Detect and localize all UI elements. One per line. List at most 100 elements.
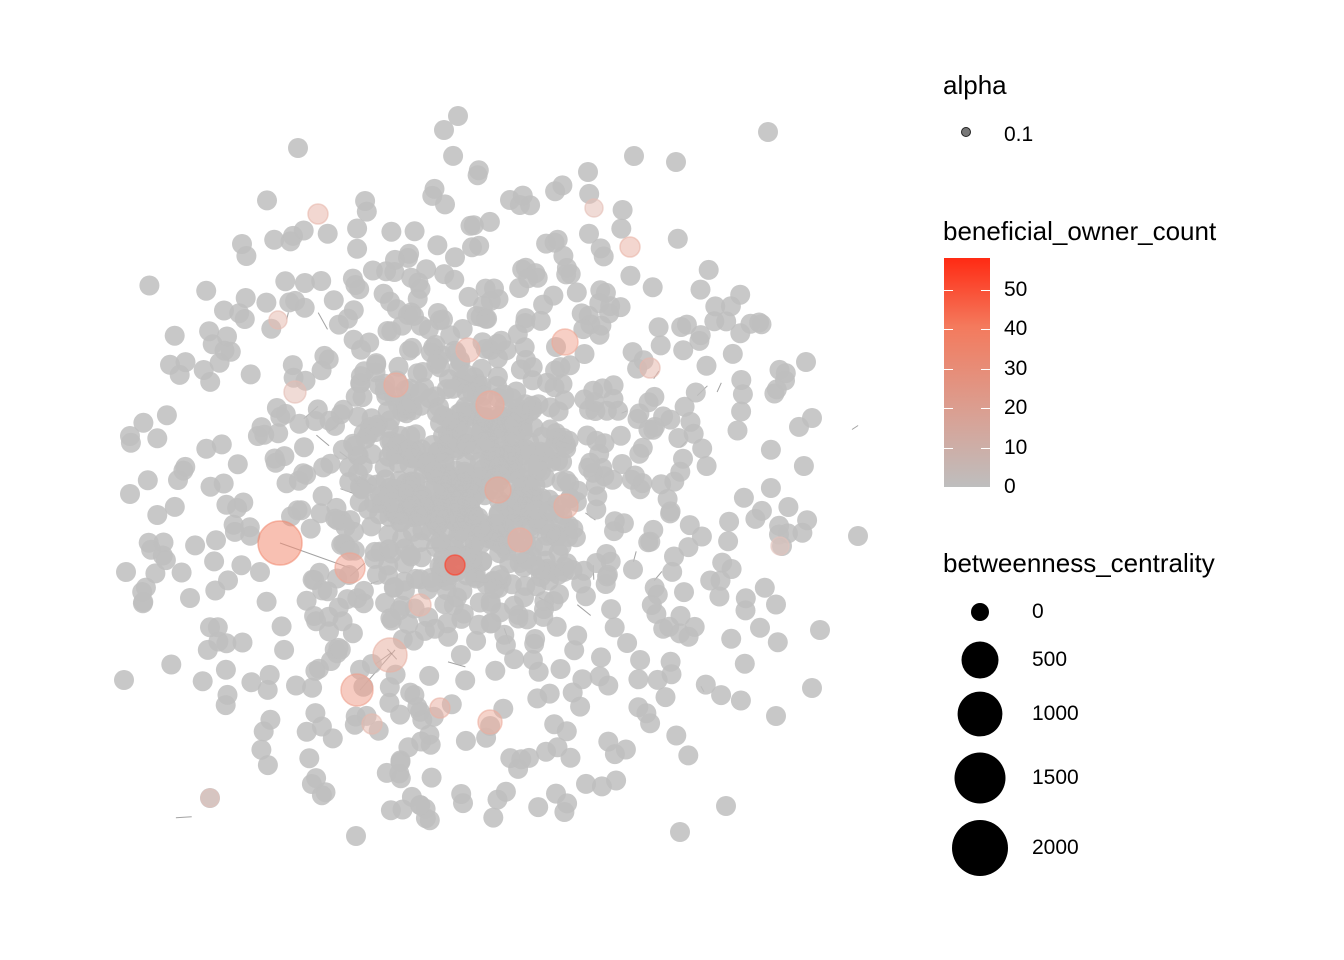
network-node [617, 633, 638, 653]
network-node [525, 629, 546, 649]
network-node [430, 531, 450, 552]
network-plot [114, 106, 868, 846]
network-node [294, 273, 315, 293]
network-node [666, 152, 686, 172]
network-node [427, 349, 448, 370]
network-node [710, 570, 731, 591]
network-node [477, 709, 503, 735]
network-node [351, 339, 372, 360]
network-node [133, 412, 154, 433]
network-node [793, 456, 814, 476]
colorbar-tick [944, 487, 953, 488]
network-node [455, 730, 476, 751]
network-node [628, 669, 649, 690]
network-node [296, 721, 317, 742]
network-node [644, 386, 665, 407]
size-legend-label: 500 [1032, 648, 1068, 671]
network-node [468, 160, 489, 181]
network-node [560, 747, 581, 768]
network-node [307, 203, 329, 225]
network-node [302, 677, 323, 698]
network-node [271, 616, 292, 637]
network-node [347, 463, 368, 484]
network-node [180, 588, 200, 608]
network-node [590, 238, 611, 259]
network-node [427, 235, 448, 256]
network-node [550, 659, 571, 679]
network-node [666, 725, 687, 746]
network-node [574, 389, 595, 410]
network-node [257, 520, 303, 566]
network-node [591, 647, 611, 668]
network-node [275, 271, 296, 292]
network-node [466, 630, 487, 651]
network-node [392, 799, 413, 820]
network-node [679, 515, 700, 536]
network-node [305, 660, 326, 681]
network-node [257, 190, 277, 211]
network-node [479, 211, 500, 232]
network-node [279, 292, 300, 313]
colorbar [944, 258, 990, 487]
network-node [489, 543, 510, 564]
network-node [586, 430, 607, 451]
network-node [730, 284, 751, 305]
network-node [405, 472, 426, 492]
network-node [650, 335, 671, 356]
network-node [274, 639, 295, 660]
network-node [215, 695, 236, 716]
network-node [796, 352, 816, 372]
network-edge [851, 425, 859, 430]
network-node [802, 408, 822, 428]
network-node [419, 810, 440, 831]
network-node [404, 305, 424, 326]
network-node [487, 423, 508, 444]
network-node [517, 609, 538, 630]
network-node [432, 496, 452, 517]
network-node [175, 352, 196, 373]
network-node [430, 463, 451, 484]
network-node [640, 531, 661, 552]
network-node [685, 382, 706, 403]
network-node [310, 503, 331, 524]
colorbar-tick-label: 50 [1004, 278, 1028, 301]
network-node [570, 696, 591, 717]
network-node [718, 531, 739, 552]
network-node [402, 337, 423, 358]
network-node [562, 559, 583, 580]
network-node [470, 517, 491, 538]
network-node [684, 616, 705, 637]
colorbar-tick [944, 408, 953, 409]
network-node [204, 551, 225, 572]
network-node [283, 380, 307, 404]
network-node [137, 470, 158, 491]
network-node [416, 259, 437, 280]
network-node [392, 595, 413, 616]
network-node [311, 271, 332, 291]
network-node [615, 739, 636, 760]
network-node [223, 514, 244, 535]
network-node [294, 437, 314, 458]
network-node [401, 267, 422, 288]
network-node [711, 685, 732, 706]
network-node [412, 362, 433, 382]
network-node [760, 478, 781, 498]
network-node [766, 594, 786, 615]
network-node [471, 533, 492, 554]
network-node [383, 372, 409, 398]
network-node [404, 221, 425, 242]
network-node [523, 454, 544, 475]
network-node [347, 218, 368, 239]
network-node [411, 505, 432, 526]
network-node [375, 592, 396, 613]
network-node [487, 366, 508, 387]
network-node [745, 508, 766, 529]
network-node [547, 229, 568, 250]
network-node [235, 288, 256, 308]
network-node [655, 687, 676, 708]
network-node [595, 574, 616, 594]
network-node [484, 278, 504, 299]
network-node [491, 330, 512, 351]
network-node [196, 438, 217, 459]
network-node [240, 364, 261, 385]
